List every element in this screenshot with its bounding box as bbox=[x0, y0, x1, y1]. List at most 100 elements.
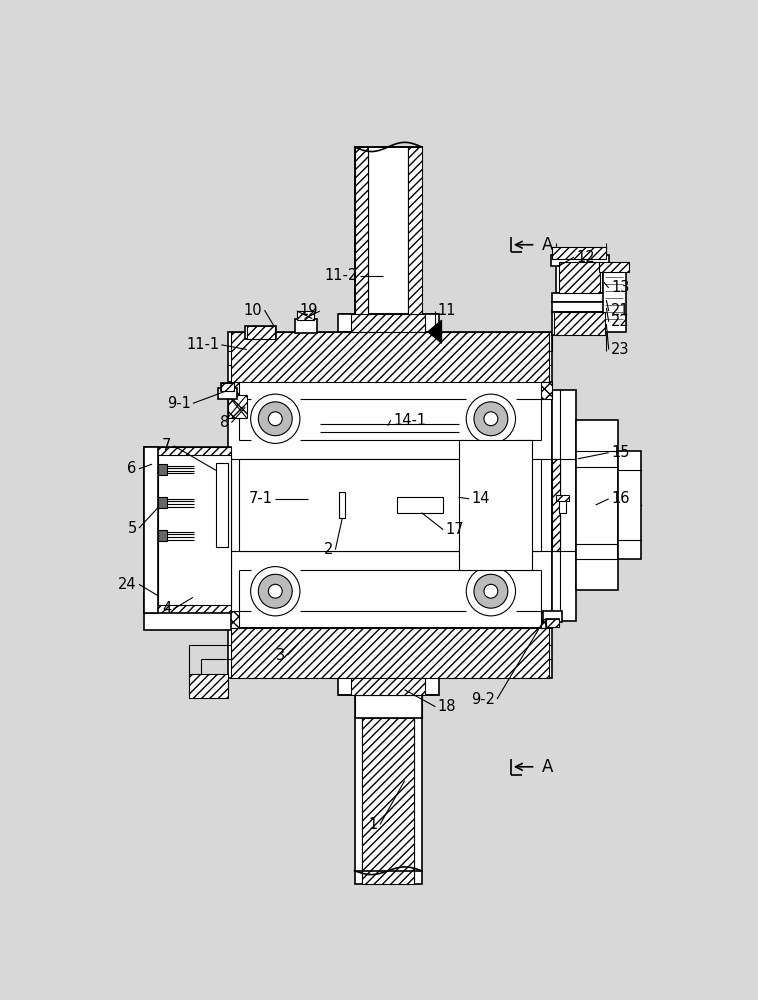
Polygon shape bbox=[227, 382, 239, 399]
Text: 12: 12 bbox=[576, 250, 595, 265]
Bar bbox=[231, 628, 549, 678]
Bar bbox=[144, 447, 158, 613]
Text: 14-1: 14-1 bbox=[393, 413, 426, 428]
Text: 10: 10 bbox=[243, 303, 262, 318]
Text: 21: 21 bbox=[611, 303, 630, 318]
Bar bbox=[551, 255, 609, 266]
Bar bbox=[559, 262, 600, 293]
Bar bbox=[553, 302, 606, 312]
Bar bbox=[144, 447, 231, 613]
Bar bbox=[553, 247, 606, 259]
Bar bbox=[231, 332, 549, 382]
Bar bbox=[158, 497, 168, 508]
Bar bbox=[351, 314, 425, 332]
Bar bbox=[362, 718, 414, 884]
Bar bbox=[239, 459, 541, 551]
Bar bbox=[543, 611, 562, 622]
Circle shape bbox=[474, 574, 508, 608]
Bar bbox=[216, 463, 227, 547]
Bar bbox=[553, 389, 575, 620]
Text: 4: 4 bbox=[162, 601, 171, 616]
Polygon shape bbox=[428, 320, 442, 343]
Bar bbox=[554, 312, 605, 335]
Bar bbox=[603, 266, 625, 332]
Bar bbox=[227, 628, 553, 678]
Text: 23: 23 bbox=[611, 342, 629, 357]
Bar bbox=[227, 395, 247, 418]
Bar bbox=[144, 613, 231, 630]
Polygon shape bbox=[227, 611, 239, 628]
Text: 19: 19 bbox=[299, 303, 318, 318]
Circle shape bbox=[268, 412, 282, 426]
Text: 11: 11 bbox=[438, 303, 456, 318]
Bar bbox=[227, 382, 553, 628]
Circle shape bbox=[474, 402, 508, 436]
Polygon shape bbox=[541, 382, 553, 399]
Bar bbox=[559, 497, 566, 513]
Bar bbox=[158, 464, 168, 475]
Bar bbox=[337, 678, 439, 695]
Bar bbox=[189, 674, 227, 698]
Text: 1: 1 bbox=[368, 817, 377, 832]
Text: 6: 6 bbox=[127, 461, 136, 476]
Text: A: A bbox=[542, 236, 553, 254]
Bar bbox=[337, 314, 439, 332]
Circle shape bbox=[258, 402, 293, 436]
Bar bbox=[221, 383, 233, 391]
Text: 16: 16 bbox=[611, 491, 629, 506]
Bar bbox=[355, 147, 368, 316]
Bar bbox=[556, 495, 568, 501]
Text: 24: 24 bbox=[118, 577, 136, 592]
Bar bbox=[227, 332, 553, 382]
Bar bbox=[547, 619, 559, 627]
Bar bbox=[575, 420, 618, 590]
Text: 5: 5 bbox=[127, 521, 136, 536]
Bar bbox=[409, 147, 421, 316]
Text: 3: 3 bbox=[276, 648, 285, 663]
Text: 13: 13 bbox=[611, 280, 629, 295]
Bar bbox=[355, 695, 421, 718]
Text: 8: 8 bbox=[220, 415, 229, 430]
Bar bbox=[339, 492, 346, 518]
Circle shape bbox=[251, 394, 300, 443]
Text: 9-1: 9-1 bbox=[167, 396, 190, 411]
Bar bbox=[459, 440, 531, 570]
Circle shape bbox=[466, 567, 515, 616]
Circle shape bbox=[258, 574, 293, 608]
Bar bbox=[158, 455, 231, 605]
Text: 22: 22 bbox=[611, 314, 630, 329]
Circle shape bbox=[268, 584, 282, 598]
Text: 11-1: 11-1 bbox=[186, 337, 219, 352]
Bar bbox=[355, 718, 421, 884]
Bar bbox=[547, 619, 559, 627]
Text: 7: 7 bbox=[162, 438, 171, 453]
Bar bbox=[553, 459, 560, 551]
Text: 14: 14 bbox=[471, 491, 490, 506]
Text: 18: 18 bbox=[438, 699, 456, 714]
Text: 15: 15 bbox=[611, 445, 629, 460]
Bar bbox=[355, 147, 421, 316]
Bar bbox=[556, 262, 603, 293]
Text: 2: 2 bbox=[324, 542, 333, 557]
Text: 7-1: 7-1 bbox=[249, 491, 273, 506]
Bar bbox=[553, 293, 606, 302]
Polygon shape bbox=[541, 611, 553, 628]
Bar bbox=[144, 447, 231, 613]
Bar bbox=[247, 326, 274, 339]
Text: A: A bbox=[542, 758, 553, 776]
Bar bbox=[297, 311, 314, 320]
Text: 17: 17 bbox=[446, 522, 464, 537]
Circle shape bbox=[484, 584, 498, 598]
Bar bbox=[618, 451, 641, 559]
Bar bbox=[246, 326, 276, 339]
Circle shape bbox=[484, 412, 498, 426]
Bar bbox=[158, 530, 168, 541]
Circle shape bbox=[251, 567, 300, 616]
Bar bbox=[397, 497, 443, 513]
Bar bbox=[218, 388, 236, 399]
Bar bbox=[221, 383, 233, 391]
Text: 9-2: 9-2 bbox=[471, 692, 495, 707]
Bar bbox=[296, 319, 317, 333]
Bar bbox=[553, 312, 606, 335]
Bar bbox=[600, 262, 628, 272]
